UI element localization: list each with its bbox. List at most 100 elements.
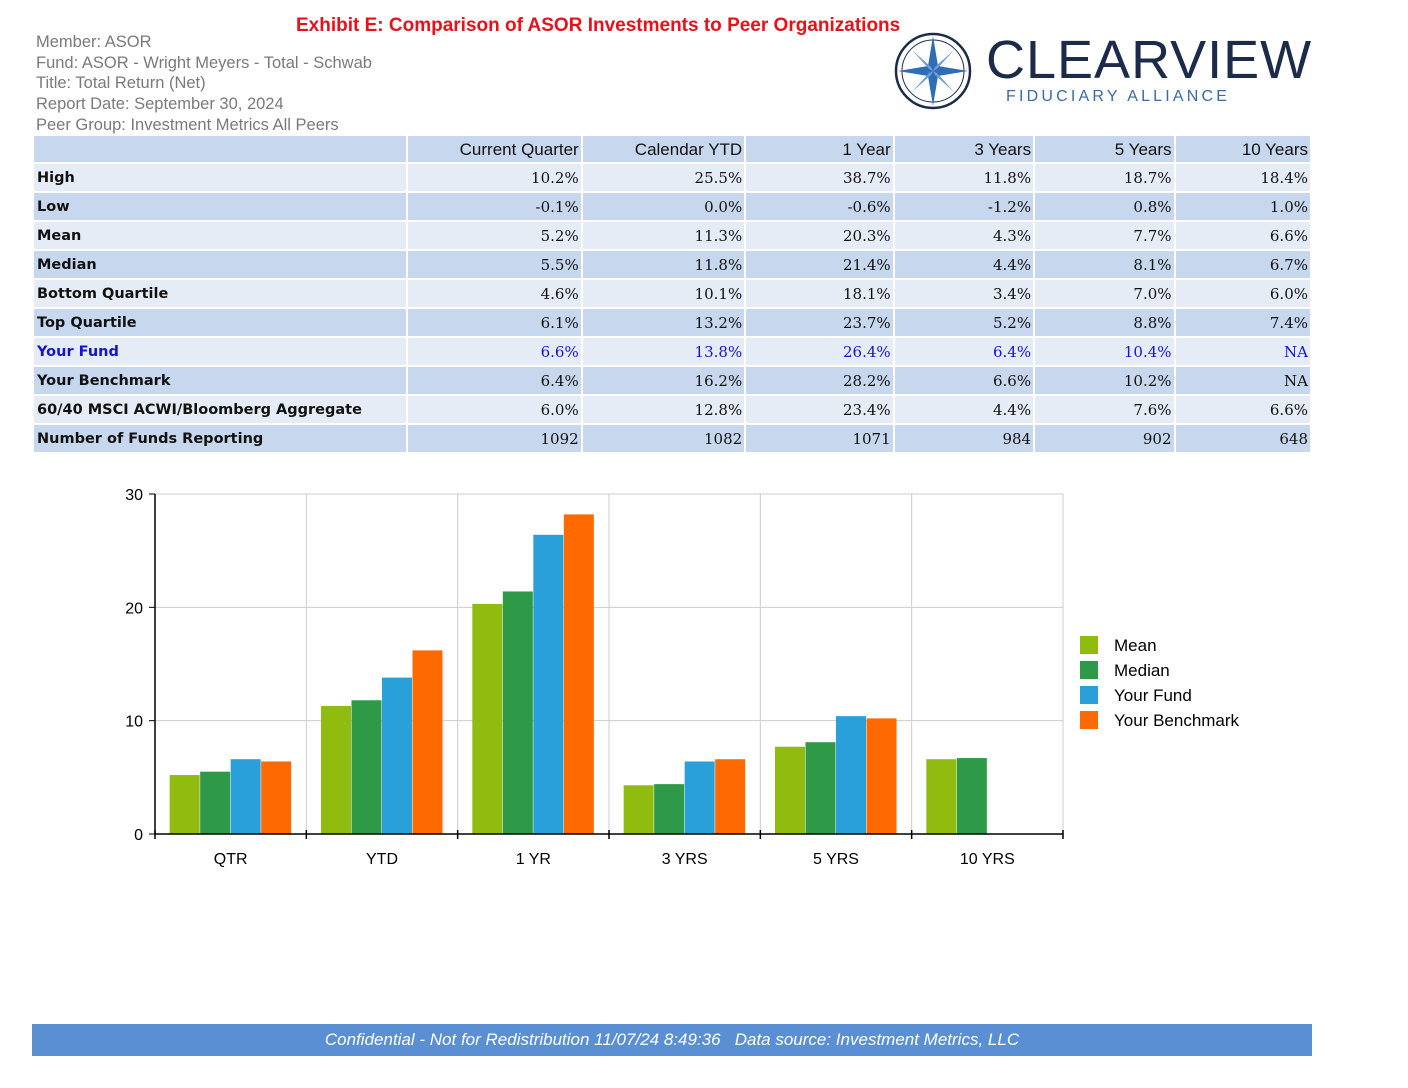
table-cell: 26.4%: [746, 338, 893, 365]
bar-your-fund: [230, 759, 261, 834]
row-label: 60/40 MSCI ACWI/Bloomberg Aggregate: [34, 396, 407, 423]
bar-your-fund: [684, 761, 715, 834]
column-header-3-years: 3 Years: [894, 136, 1034, 162]
bar-your-benchmark: [866, 718, 897, 834]
row-label: Bottom Quartile: [34, 280, 407, 307]
legend-label: Your Benchmark: [1114, 711, 1240, 730]
table-cell: 25.5%: [582, 164, 745, 191]
table-cell: 23.4%: [746, 396, 893, 423]
row-label: Number of Funds Reporting: [34, 425, 407, 452]
table-cell: 12.8%: [582, 396, 745, 423]
table-cell: 21.4%: [746, 251, 893, 278]
column-header-current-quarter: Current Quarter: [408, 136, 581, 162]
logo-tagline: FIDUCIARY ALLIANCE: [1006, 88, 1231, 105]
legend-label: Median: [1114, 661, 1170, 680]
table-cell: 1082: [582, 425, 745, 452]
bar-your-fund: [382, 677, 412, 834]
table-cell: 8.8%: [1035, 309, 1174, 336]
y-tick-label: 0: [134, 827, 143, 844]
table-cell: 4.6%: [408, 280, 581, 307]
x-tick-label: 1 YR: [516, 851, 551, 868]
table-row: Your Benchmark 6.4% 16.2% 28.2% 6.6% 10.2% NA: [34, 367, 1310, 394]
table-row: Top Quartile 6.1% 13.2% 23.7% 5.2% 8.8% 7.4%: [34, 309, 1310, 336]
table-cell: 6.6%: [1175, 222, 1310, 249]
meta-title: Title: Total Return (Net): [36, 74, 206, 93]
bar-your-benchmark: [412, 650, 443, 834]
table-cell: -0.1%: [408, 193, 581, 220]
peer-comparison-table: Current Quarter Calendar YTD 1 Year 3 Ye…: [32, 134, 1312, 454]
meta-member: Member: ASOR: [36, 33, 152, 51]
bar-your-benchmark: [715, 759, 746, 834]
table-cell: 6.4%: [408, 367, 581, 394]
legend-swatch: [1080, 636, 1098, 654]
report-meta: Member: ASOR Fund: ASOR - Wright Meyers …: [36, 32, 372, 136]
table-cell: 18.1%: [746, 280, 893, 307]
bar-mean: [472, 603, 503, 834]
confidential-footer: Confidential - Not for Redistribution 11…: [32, 1024, 1312, 1056]
table-cell: 10.2%: [408, 164, 581, 191]
bar-your-fund: [533, 534, 564, 834]
bar-mean: [321, 705, 351, 834]
compass-star-icon: [894, 32, 972, 110]
table-cell: 1071: [746, 425, 893, 452]
table-cell: -0.6%: [746, 193, 893, 220]
logo-name: CLEARVIEW: [986, 30, 1313, 90]
table-cell: 6.0%: [1175, 280, 1310, 307]
table-cell: 6.6%: [408, 338, 581, 365]
bar-mean: [926, 759, 957, 834]
table-cell: 11.8%: [582, 251, 745, 278]
meta-report-date: Report Date: September 30, 2024: [36, 95, 284, 114]
table-cell: 10.4%: [1035, 338, 1174, 365]
bar-median: [200, 771, 231, 834]
row-label: Your Fund: [34, 338, 407, 365]
table-cell: 3.4%: [894, 280, 1034, 307]
row-label: Top Quartile: [34, 309, 407, 336]
bar-mean: [623, 785, 654, 834]
bar-your-fund: [836, 716, 866, 834]
column-header-1-year: 1 Year: [746, 136, 893, 162]
table-cell: 10.2%: [1035, 367, 1174, 394]
meta-peer-group: Peer Group: Investment Metrics All Peers: [36, 115, 339, 134]
column-header-calendar-ytd: Calendar YTD: [582, 136, 745, 162]
table-cell: NA: [1175, 338, 1310, 365]
row-label: Median: [34, 251, 407, 278]
table-cell: 6.6%: [1175, 396, 1310, 423]
x-tick-label: QTR: [214, 851, 248, 868]
table-header-row: Current Quarter Calendar YTD 1 Year 3 Ye…: [34, 136, 1310, 162]
legend-label: Mean: [1114, 636, 1157, 655]
table-row: Mean 5.2% 11.3% 20.3% 4.3% 7.7% 6.6%: [34, 222, 1310, 249]
table-cell: 0.0%: [582, 193, 745, 220]
x-tick-label: 10 YRS: [960, 851, 1015, 868]
legend-swatch: [1080, 661, 1098, 679]
y-tick-label: 30: [125, 487, 143, 504]
table-cell: 984: [894, 425, 1034, 452]
table-cell: 6.6%: [894, 367, 1034, 394]
table-cell: 648: [1175, 425, 1310, 452]
table-cell: 6.4%: [894, 338, 1034, 365]
legend-swatch: [1080, 711, 1098, 729]
table-cell: 20.3%: [746, 222, 893, 249]
table-cell: -1.2%: [894, 193, 1034, 220]
row-label: Your Benchmark: [34, 367, 407, 394]
bar-your-benchmark: [261, 761, 292, 834]
table-cell: 11.3%: [582, 222, 745, 249]
bar-your-benchmark: [563, 514, 594, 834]
legend-label: Your Fund: [1114, 686, 1192, 705]
report-title: Exhibit E: Comparison of ASOR Investment…: [296, 15, 901, 36]
table-row: Bottom Quartile 4.6% 10.1% 18.1% 3.4% 7.0% 6.0…: [34, 280, 1310, 307]
table-row: Number of Funds Reporting 1092 1082 1071 984…: [34, 425, 1310, 452]
table-cell: 10.1%: [582, 280, 745, 307]
bar-mean: [775, 746, 805, 834]
table-cell: 23.7%: [746, 309, 893, 336]
table-cell: 902: [1035, 425, 1174, 452]
table-cell: 5.2%: [408, 222, 581, 249]
row-label: Mean: [34, 222, 407, 249]
row-label: High: [34, 164, 407, 191]
table-row: High 10.2% 25.5% 38.7% 11.8% 18.7% 18.4%: [34, 164, 1310, 191]
table-row: Low -0.1% 0.0% -0.6% -1.2% 0.8% 1.0%: [34, 193, 1310, 220]
table-cell: 16.2%: [582, 367, 745, 394]
table-cell: 38.7%: [746, 164, 893, 191]
table-cell: 6.0%: [408, 396, 581, 423]
table-cell: 13.8%: [582, 338, 745, 365]
table-cell: 28.2%: [746, 367, 893, 394]
